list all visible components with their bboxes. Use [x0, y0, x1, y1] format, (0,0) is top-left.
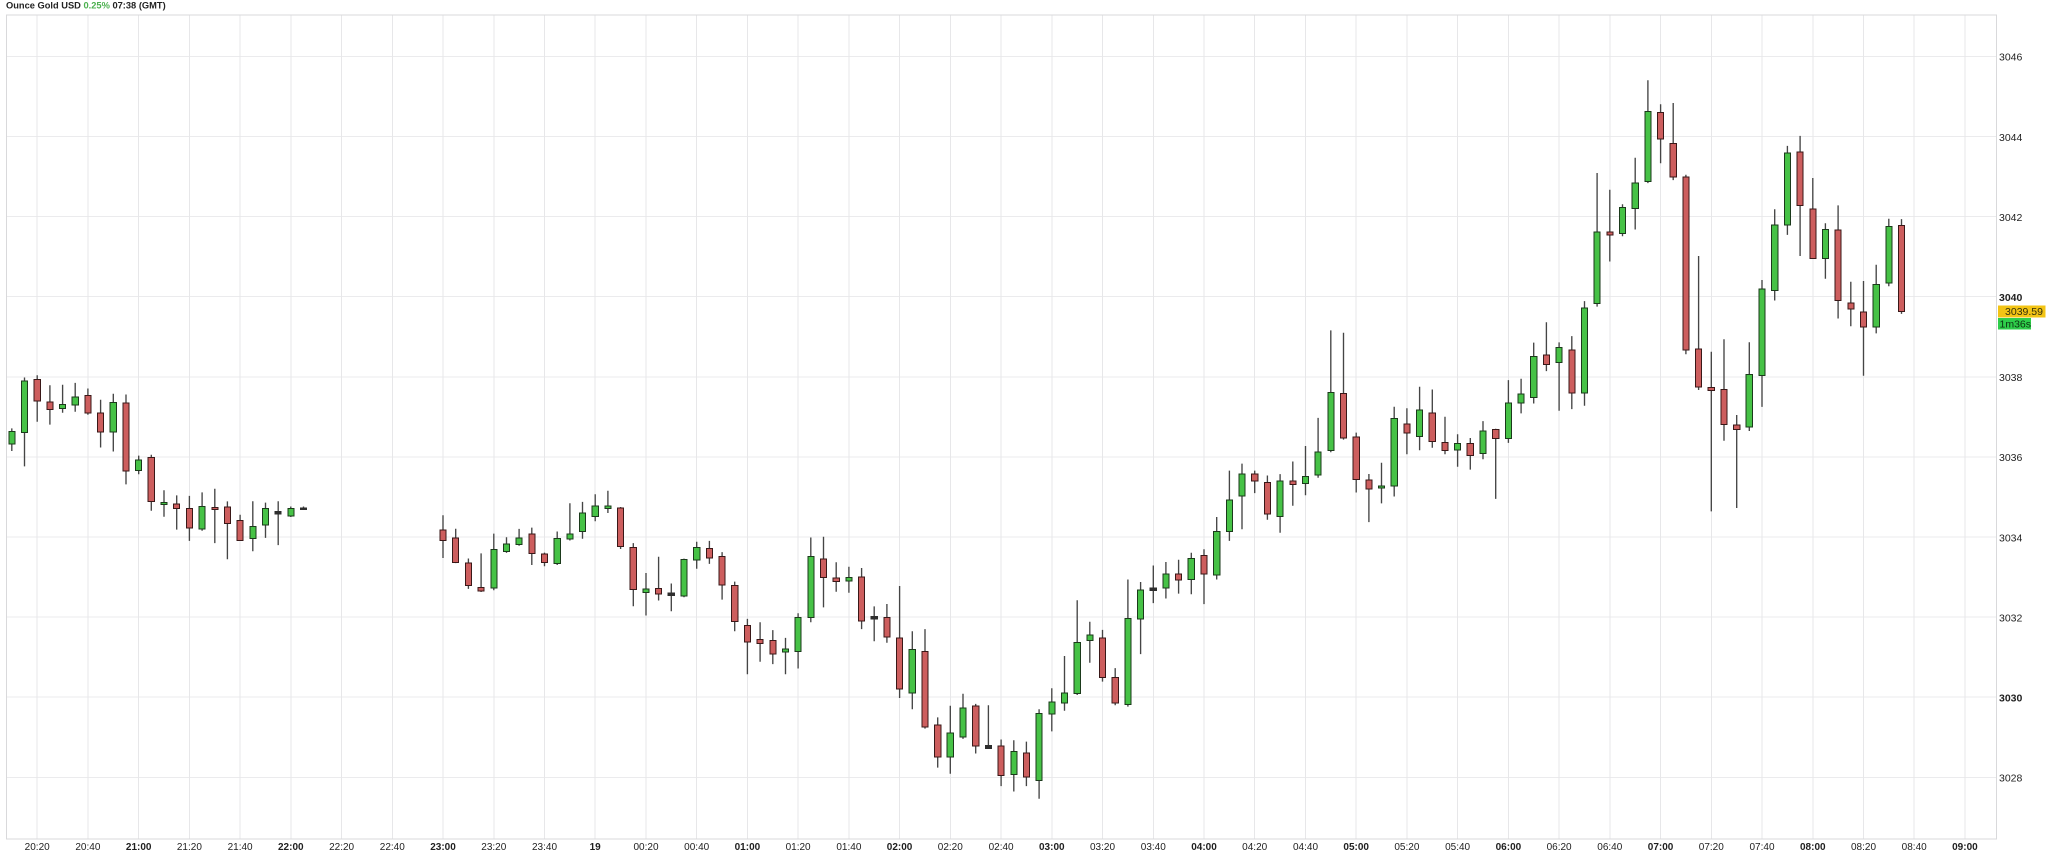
- svg-text:Ounce Gold USD 0.25% 07:38 (GM: Ounce Gold USD 0.25% 07:38 (GMT): [6, 1, 166, 11]
- svg-text:20:20: 20:20: [25, 842, 50, 853]
- svg-text:21:20: 21:20: [177, 842, 202, 853]
- svg-text:08:00: 08:00: [1800, 842, 1826, 853]
- svg-text:3032: 3032: [1999, 612, 2023, 624]
- svg-text:21:40: 21:40: [228, 842, 253, 853]
- svg-text:20:40: 20:40: [75, 842, 100, 853]
- svg-text:3028: 3028: [1999, 773, 2023, 785]
- svg-text:05:20: 05:20: [1394, 842, 1419, 853]
- svg-text:03:20: 03:20: [1090, 842, 1115, 853]
- svg-text:04:00: 04:00: [1191, 842, 1217, 853]
- svg-text:23:00: 23:00: [430, 842, 456, 853]
- svg-text:07:00: 07:00: [1648, 842, 1674, 853]
- svg-text:22:00: 22:00: [278, 842, 304, 853]
- svg-text:23:20: 23:20: [481, 842, 506, 853]
- svg-text:3039.59: 3039.59: [2005, 306, 2043, 318]
- svg-text:01:00: 01:00: [735, 842, 761, 853]
- svg-text:3034: 3034: [1999, 532, 2023, 544]
- svg-text:3036: 3036: [1999, 452, 2023, 464]
- svg-text:09:00: 09:00: [1952, 842, 1978, 853]
- svg-text:06:00: 06:00: [1496, 842, 1522, 853]
- svg-text:04:20: 04:20: [1242, 842, 1267, 853]
- svg-text:21:00: 21:00: [126, 842, 152, 853]
- svg-text:00:20: 00:20: [633, 842, 658, 853]
- svg-text:05:00: 05:00: [1343, 842, 1369, 853]
- svg-text:03:40: 03:40: [1141, 842, 1166, 853]
- svg-text:3038: 3038: [1999, 372, 2023, 384]
- svg-text:04:40: 04:40: [1293, 842, 1318, 853]
- svg-text:08:40: 08:40: [1902, 842, 1927, 853]
- svg-text:1m36s: 1m36s: [2000, 319, 2032, 331]
- svg-text:3044: 3044: [1999, 132, 2023, 144]
- svg-text:08:20: 08:20: [1851, 842, 1876, 853]
- svg-text:00:40: 00:40: [684, 842, 709, 853]
- svg-text:01:20: 01:20: [786, 842, 811, 853]
- svg-text:03:00: 03:00: [1039, 842, 1065, 853]
- svg-text:22:20: 22:20: [329, 842, 354, 853]
- svg-text:05:40: 05:40: [1445, 842, 1470, 853]
- svg-text:19: 19: [590, 842, 602, 853]
- svg-text:07:40: 07:40: [1749, 842, 1774, 853]
- svg-text:3046: 3046: [1999, 52, 2023, 64]
- svg-text:02:20: 02:20: [938, 842, 963, 853]
- svg-text:3042: 3042: [1999, 212, 2023, 224]
- svg-text:22:40: 22:40: [380, 842, 405, 853]
- svg-text:06:20: 06:20: [1547, 842, 1572, 853]
- svg-text:02:40: 02:40: [989, 842, 1014, 853]
- svg-text:06:40: 06:40: [1597, 842, 1622, 853]
- svg-text:3040: 3040: [1999, 292, 2023, 304]
- svg-text:01:40: 01:40: [836, 842, 861, 853]
- svg-text:02:00: 02:00: [887, 842, 913, 853]
- svg-text:23:40: 23:40: [532, 842, 557, 853]
- svg-text:07:20: 07:20: [1699, 842, 1724, 853]
- svg-text:3030: 3030: [1999, 693, 2023, 705]
